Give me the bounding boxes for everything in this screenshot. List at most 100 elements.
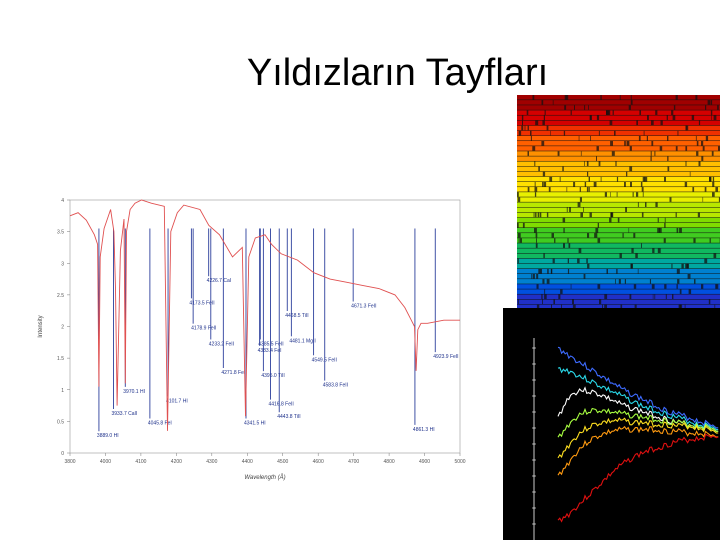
y-tick-label: 0 bbox=[61, 451, 64, 457]
absorption-line bbox=[619, 95, 621, 100]
absorption-line bbox=[715, 187, 718, 192]
brightness-curve bbox=[557, 346, 719, 429]
line-label: 4341.5 HI bbox=[244, 421, 266, 427]
absorption-line bbox=[616, 176, 619, 182]
line-label: 4233.2 FeII bbox=[209, 341, 234, 347]
line-label: 3970.1 HI bbox=[123, 389, 145, 395]
absorption-line bbox=[701, 156, 704, 161]
absorption-line bbox=[597, 238, 601, 243]
absorption-line bbox=[633, 233, 636, 238]
absorption-line bbox=[584, 161, 585, 167]
absorption-line bbox=[595, 227, 599, 233]
spectrum-band bbox=[517, 176, 720, 182]
line-label: 4173.5 FeII bbox=[189, 300, 214, 306]
absorption-line bbox=[631, 248, 634, 254]
absorption-line bbox=[712, 176, 715, 182]
absorption-line bbox=[580, 212, 583, 218]
absorption-line bbox=[620, 304, 623, 310]
absorption-line bbox=[546, 212, 549, 218]
absorption-line bbox=[518, 130, 522, 136]
absorption-line bbox=[654, 151, 656, 156]
plot-frame bbox=[69, 199, 461, 454]
absorption-line bbox=[714, 304, 716, 310]
spectrum-band bbox=[517, 248, 720, 254]
absorption-line bbox=[652, 294, 654, 300]
absorption-line bbox=[645, 202, 647, 207]
absorption-line bbox=[542, 299, 543, 305]
absorption-line bbox=[606, 268, 608, 274]
absorption-line bbox=[641, 187, 644, 192]
line-label: 4226.7 CaI bbox=[207, 278, 231, 284]
absorption-line bbox=[624, 141, 626, 146]
absorption-line bbox=[696, 141, 699, 146]
absorption-line bbox=[676, 284, 678, 289]
absorption-line bbox=[590, 135, 591, 141]
absorption-line bbox=[644, 176, 648, 182]
absorption-line bbox=[676, 227, 679, 233]
absorption-line bbox=[586, 187, 589, 192]
absorption-line bbox=[587, 263, 590, 269]
absorption-line bbox=[572, 304, 576, 310]
absorption-line bbox=[705, 105, 707, 110]
absorption-line bbox=[625, 207, 627, 213]
absorption-line bbox=[705, 135, 709, 141]
absorption-line bbox=[701, 284, 704, 289]
x-tick-label: 4300 bbox=[206, 459, 217, 465]
absorption-line bbox=[696, 151, 699, 156]
x-axis-label: Wavelength (Å) bbox=[244, 474, 285, 481]
absorption-line bbox=[597, 284, 601, 289]
absorption-line bbox=[677, 130, 679, 136]
absorption-line bbox=[655, 202, 658, 207]
absorption-line bbox=[544, 289, 546, 294]
absorption-line bbox=[659, 146, 663, 151]
absorption-line bbox=[572, 299, 574, 305]
x-tick-label: 4400 bbox=[242, 459, 253, 465]
line-label: 4101.7 HI bbox=[166, 398, 188, 404]
absorption-line bbox=[636, 120, 638, 126]
absorption-line bbox=[666, 115, 668, 121]
absorption-line bbox=[598, 161, 601, 167]
absorption-line bbox=[535, 212, 537, 218]
absorption-line bbox=[685, 161, 687, 167]
absorption-line bbox=[580, 151, 582, 156]
absorption-line bbox=[541, 141, 545, 146]
spectrum-band bbox=[517, 207, 720, 213]
absorption-line bbox=[685, 125, 689, 131]
absorption-line bbox=[549, 176, 553, 182]
absorption-line bbox=[570, 284, 572, 289]
absorption-line bbox=[593, 181, 597, 187]
absorption-line bbox=[718, 197, 720, 202]
absorption-line bbox=[654, 294, 656, 300]
absorption-line bbox=[544, 294, 547, 300]
absorption-line bbox=[608, 110, 611, 115]
absorption-line bbox=[698, 161, 701, 167]
absorption-line bbox=[626, 141, 630, 146]
spectrum-band bbox=[517, 166, 720, 172]
line-label: 4395.0 TiII bbox=[261, 373, 284, 379]
absorption-line bbox=[521, 115, 524, 121]
absorption-line bbox=[676, 268, 680, 274]
absorption-line bbox=[562, 217, 566, 223]
y-axis-label: Intensity bbox=[38, 315, 44, 337]
absorption-line bbox=[643, 130, 645, 136]
absorption-line bbox=[717, 105, 719, 110]
spectrum-band bbox=[517, 105, 720, 110]
slide-title: Yıldızların Tayfları bbox=[246, 52, 549, 94]
absorption-line bbox=[684, 304, 686, 310]
absorption-line bbox=[563, 227, 565, 233]
absorption-line bbox=[622, 233, 624, 238]
absorption-line bbox=[539, 212, 542, 218]
absorption-line bbox=[521, 125, 524, 131]
x-tick-label: 4100 bbox=[135, 459, 146, 465]
brightness-axis-label: Logarithmic brightness bbox=[506, 343, 521, 520]
absorption-line bbox=[669, 197, 672, 202]
y-tick-label: 4 bbox=[61, 198, 64, 204]
absorption-line bbox=[536, 238, 537, 243]
line-label: 4045.8 FeI bbox=[148, 421, 172, 427]
absorption-line bbox=[594, 233, 598, 238]
absorption-line bbox=[709, 176, 712, 182]
absorption-line bbox=[530, 130, 532, 136]
x-tick-label: 3800 bbox=[64, 459, 75, 465]
absorption-line bbox=[524, 125, 526, 131]
absorption-line bbox=[688, 289, 692, 294]
